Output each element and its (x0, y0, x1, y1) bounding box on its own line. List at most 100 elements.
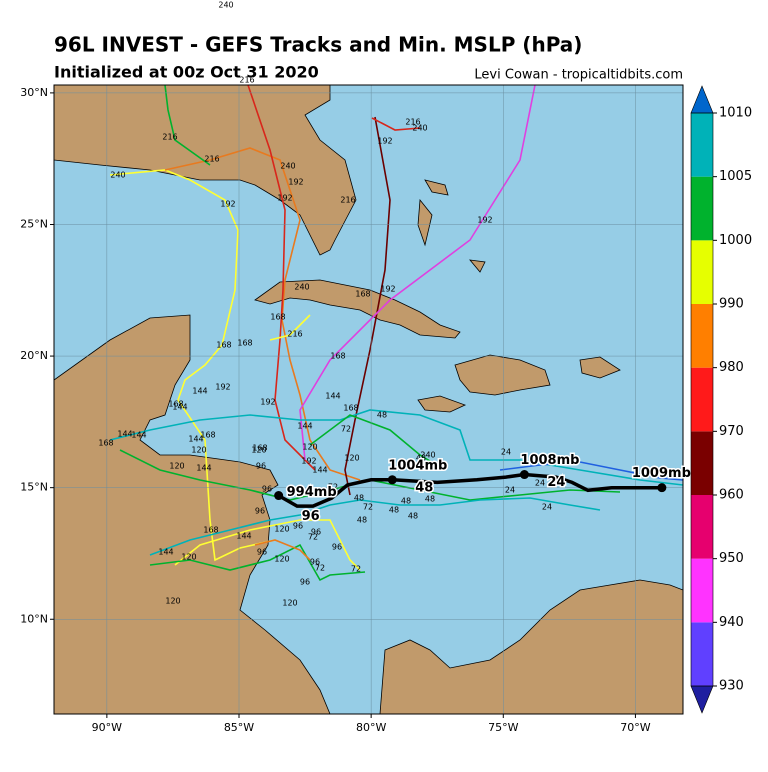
colorbar-segment (691, 304, 713, 368)
y-tick-label: 15°N (20, 481, 48, 494)
hour-label-mean: 48 (415, 480, 433, 495)
stray-label: 240 (218, 1, 233, 10)
colorbar-label: 1000 (719, 233, 752, 248)
hour-label: 168 (200, 431, 215, 440)
hour-label: 192 (220, 200, 235, 209)
pressure-label: 1008mb (520, 453, 579, 468)
mean-track (277, 472, 662, 508)
hour-label: 192 (260, 398, 275, 407)
credit: Levi Cowan - tropicaltidbits.com (474, 68, 683, 83)
pressure-label: 1004mb (388, 458, 447, 473)
hour-label: 216 (204, 155, 219, 164)
hour-label: 72 (351, 565, 361, 574)
colorbar-label: 940 (719, 615, 744, 630)
pressure-label: 1009mb (632, 466, 691, 481)
hour-label: 24 (505, 486, 515, 495)
hour-label: 192 (380, 285, 395, 294)
y-tick-label: 25°N (20, 217, 48, 230)
hour-label: 216 (287, 330, 302, 339)
colorbar-segment (691, 495, 713, 559)
hour-label: 216 (239, 76, 254, 85)
hour-label: 240 (294, 283, 309, 292)
colorbar-segment (691, 558, 713, 623)
hour-label: 240 (110, 171, 125, 180)
y-tick-label: 20°N (20, 349, 48, 362)
hour-label: 144 (131, 431, 146, 440)
hour-label: 48 (425, 495, 435, 504)
hour-label: 168 (98, 439, 113, 448)
hour-label: 120 (181, 553, 196, 562)
hour-label: 240 (420, 451, 435, 460)
colorbar-label: 980 (719, 360, 744, 375)
hour-label: 96 (257, 548, 267, 557)
hour-label: 216 (162, 133, 177, 142)
colorbar-under (690, 685, 714, 714)
hour-label: 120 (169, 462, 184, 471)
colorbar-label: 930 (719, 679, 744, 694)
hour-label: 168 (203, 526, 218, 535)
hour-label: 168 (330, 352, 345, 361)
hour-label: 24 (535, 479, 545, 488)
hour-label: 144 (188, 435, 203, 444)
x-tick-label: 70°W (620, 721, 650, 734)
hour-label: 48 (408, 512, 418, 521)
hour-label: 168 (168, 400, 183, 409)
x-tick-label: 85°W (224, 721, 254, 734)
hour-label: 120 (191, 446, 206, 455)
hour-label: 192 (277, 194, 292, 203)
title: 96L INVEST - GEFS Tracks and Min. MSLP (… (54, 33, 582, 57)
hour-label: 24 (501, 448, 511, 457)
map-frame (53, 84, 684, 715)
y-tick-label: 10°N (20, 612, 48, 625)
hour-label: 72 (308, 533, 318, 542)
mean-track-point (657, 483, 667, 493)
hour-label: 72 (328, 483, 338, 492)
colorbar-label: 970 (719, 424, 744, 439)
hour-label: 120 (251, 446, 266, 455)
mean-track-point (387, 475, 397, 485)
hour-label: 144 (236, 532, 251, 541)
hour-label: 48 (354, 494, 364, 503)
hour-label: 96 (310, 558, 320, 567)
mean-track-point (274, 491, 284, 501)
hour-label: 216 (405, 118, 420, 127)
hour-label: 72 (363, 503, 373, 512)
hour-label: 192 (377, 137, 392, 146)
hour-label: 120 (302, 443, 317, 452)
hour-label: 120 (274, 555, 289, 564)
colorbar-segment (691, 113, 713, 177)
colorbar-segment (691, 240, 713, 304)
hour-label: 48 (416, 454, 426, 463)
colorbar-label: 990 (719, 297, 744, 312)
mean-track-point (519, 470, 529, 480)
colorbar-segment (691, 367, 713, 432)
subtitle: Initialized at 00z Oct 31 2020 (54, 63, 319, 82)
hour-label: 240 (412, 124, 427, 133)
hour-label: 168 (216, 341, 231, 350)
hour-label: 168 (355, 290, 370, 299)
hour-label: 72 (341, 425, 351, 434)
pressure-label: 994mb (287, 485, 337, 500)
hour-label: 48 (401, 497, 411, 506)
hour-label: 96 (293, 522, 303, 531)
colorbar-segment (691, 431, 713, 495)
x-tick-label: 75°W (488, 721, 518, 734)
hour-label: 144 (117, 430, 132, 439)
colorbar-label: 950 (719, 551, 744, 566)
hour-label: 24 (542, 503, 552, 512)
hour-label: 168 (343, 404, 358, 413)
hour-label: 144 (158, 548, 173, 557)
x-tick-label: 80°W (356, 721, 386, 734)
y-tick-label: 30°N (20, 86, 48, 99)
land (54, 85, 683, 714)
hour-label: 192 (477, 216, 492, 225)
hour-label: 168 (237, 339, 252, 348)
colorbar-label: 1005 (719, 169, 752, 184)
hour-label: 192 (301, 457, 316, 466)
hour-label: 96 (256, 462, 266, 471)
hour-label: 192 (215, 383, 230, 392)
hour-label: 144 (172, 403, 187, 412)
colorbar-over (690, 85, 714, 114)
hour-label: 96 (262, 485, 272, 494)
